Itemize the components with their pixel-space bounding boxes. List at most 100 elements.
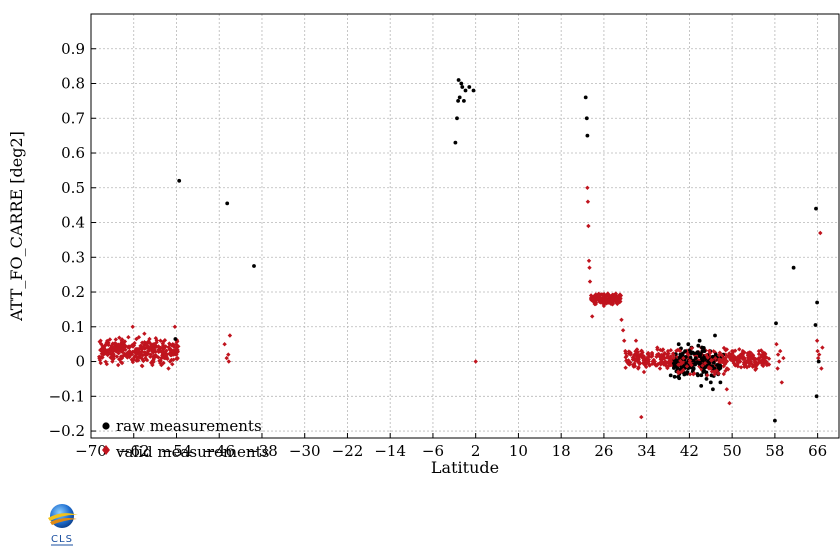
valid-measurement-point	[687, 372, 693, 377]
raw-measurement-point	[683, 349, 687, 353]
raw-measurement-point	[585, 133, 590, 138]
raw-measurement-point	[688, 355, 693, 360]
raw-measurement-point	[456, 99, 460, 103]
valid-measurement-point	[591, 296, 596, 302]
valid-measurement-point	[626, 349, 632, 354]
valid-measurement-point	[743, 362, 748, 368]
valid-measurement-point	[599, 296, 604, 302]
valid-measurement-point	[613, 299, 618, 304]
y-tick-label: 0.5	[61, 179, 85, 197]
raw-measurement-point	[460, 85, 465, 89]
valid-measurement-point	[657, 366, 663, 371]
valid-measurement-point	[625, 359, 631, 364]
raw-measurement-point	[672, 374, 677, 379]
valid-measurement-point	[679, 369, 684, 375]
valid-measurement-point	[666, 354, 671, 359]
x-tick-label: −22	[332, 442, 364, 460]
x-tick-label: 42	[680, 442, 699, 460]
valid-measurement-point	[681, 359, 686, 364]
valid-measurement-point	[108, 355, 113, 360]
valid-measurement-point	[593, 292, 598, 297]
valid-measurement-point	[122, 352, 127, 358]
valid-measurement-point	[142, 331, 147, 336]
valid-measurement-point	[586, 258, 592, 263]
valid-measurement-point	[659, 353, 664, 359]
valid-measurement-point	[174, 339, 179, 345]
valid-measurement-point	[114, 342, 119, 347]
valid-measurement-point	[172, 324, 178, 329]
valid-measurement-point	[674, 348, 679, 353]
valid-measurement-point	[716, 371, 721, 376]
raw-measurement-point	[693, 361, 698, 366]
valid-measurement-point	[156, 344, 161, 349]
valid-measurement-point	[752, 359, 757, 365]
valid-measurement-point	[748, 359, 753, 364]
valid-measurement-point	[665, 365, 670, 371]
valid-measurement-point	[681, 356, 686, 361]
valid-measurement-point	[644, 355, 649, 361]
raw-measurement-point	[685, 370, 690, 374]
valid-measurement-point	[103, 342, 109, 347]
valid-measurement-point	[724, 358, 729, 364]
valid-measurement-point	[130, 324, 135, 329]
valid-measurement-point	[166, 366, 171, 371]
valid-measurement-point	[816, 355, 821, 361]
raw-measurement-point	[814, 206, 818, 211]
valid-measurement-point	[103, 359, 108, 364]
valid-measurement-point	[721, 360, 726, 365]
valid-measurement-point	[663, 359, 668, 364]
valid-measurement-point	[125, 344, 130, 350]
valid-measurement-point	[709, 358, 714, 363]
valid-measurement-point	[654, 352, 660, 357]
valid-measurement-point	[818, 230, 823, 236]
valid-measurement-point	[649, 352, 655, 357]
valid-measurement-point	[175, 355, 180, 361]
raw-measurement-point	[701, 370, 706, 374]
valid-measurement-point	[686, 356, 691, 361]
valid-measurement-point	[97, 354, 102, 359]
valid-measurement-point	[116, 347, 121, 352]
plot-frame	[90, 13, 840, 439]
valid-measurement-point	[742, 350, 747, 355]
valid-measurement-point	[724, 387, 729, 392]
valid-measurement-point	[689, 346, 694, 351]
raw-measurement-point	[702, 349, 707, 353]
valid-measurement-point	[747, 363, 752, 369]
y-axis-ticks: −0.2 −0.1 0 0.1 0.2 0.3 0.4 0.5 0.6 0.7 0.8 0.9	[49, 40, 96, 440]
raw-measurement-point	[682, 372, 687, 377]
raw-measurement-point	[672, 366, 676, 370]
valid-measurement-point	[146, 348, 151, 354]
valid-measurement-point	[141, 358, 146, 363]
raw-measurement-point	[710, 354, 715, 359]
valid-measurement-point	[764, 362, 770, 368]
valid-measurement-point	[145, 341, 150, 346]
valid-measurement-point	[713, 356, 718, 361]
y-tick-label: 0.1	[61, 318, 85, 336]
valid-measurement-point	[766, 356, 772, 361]
valid-measurement-point	[622, 338, 627, 343]
valid-measurement-point	[730, 351, 735, 356]
valid-measurement-point	[749, 354, 754, 359]
valid-measurement-point	[635, 349, 640, 355]
grid-lines	[90, 14, 839, 438]
valid-measurement-point	[605, 291, 610, 296]
valid-measurement-point	[658, 347, 663, 353]
valid-measurement-point	[109, 343, 114, 349]
valid-measurement-point	[601, 300, 606, 305]
orbit-swoosh-icon	[48, 513, 78, 521]
valid-measurement-point	[594, 297, 599, 302]
valid-measurement-point	[147, 341, 153, 346]
valid-measurement-point	[721, 364, 726, 369]
valid-measurement-point	[154, 340, 159, 345]
raw-measurement-point	[677, 376, 682, 381]
raw-measurement-point	[698, 352, 702, 357]
valid-measurement-point	[168, 352, 173, 358]
raw-measurement-point	[459, 81, 464, 86]
valid-measurement-point	[717, 350, 722, 355]
valid-measurement-point	[163, 344, 168, 349]
valid-measurement-point	[588, 295, 594, 301]
valid-measurement-point	[633, 338, 639, 343]
x-tick-label: 2	[471, 442, 481, 460]
valid-measurement-point	[157, 348, 162, 354]
